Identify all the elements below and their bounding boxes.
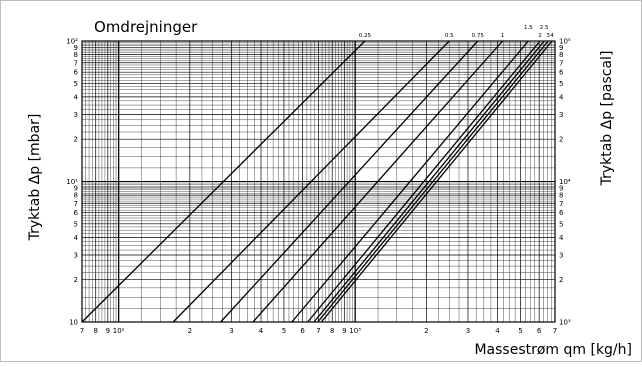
y-tick-label-left: 9: [74, 184, 78, 192]
y-tick-label-right: 9: [559, 44, 563, 52]
y-tick-label-right: 6: [559, 69, 564, 77]
y-tick-label-right: 4: [559, 234, 564, 242]
curve-label: 2: [538, 33, 542, 39]
label-layer: 0.25 0.5 0.75 1 1.5 2 2.5 3 4: [359, 25, 554, 39]
y-axis-title-right: Tryktab Δp [pascal]: [599, 51, 615, 187]
y-tick-label-right: 5: [559, 80, 563, 88]
y-tick-label-right: 2: [559, 136, 563, 144]
x-tick-label: 3: [229, 327, 233, 335]
x-tick-label: 7: [316, 327, 320, 335]
plot-frame: [81, 40, 556, 323]
y-tick-label-right: 10³: [559, 319, 571, 327]
x-tick-label: 3: [466, 327, 470, 335]
x-axis-title: Massestrøm qm [kg/h]: [474, 342, 632, 358]
x-tick-label: 2: [424, 327, 428, 335]
x-tick-label: 5: [518, 327, 522, 335]
y-tick-label-left: 4: [74, 234, 79, 242]
y-tick-label-left: 5: [74, 220, 78, 228]
y-tick-label-left: 10: [69, 319, 78, 327]
y-tick-label-right: 9: [559, 184, 563, 192]
curve-label: 2.5: [540, 25, 549, 31]
y-tick-label-left: 3: [74, 251, 78, 259]
y-tick-label-right: 7: [559, 200, 563, 208]
x-tick-label: 10³: [349, 327, 361, 335]
x-tick-label: 4: [259, 327, 264, 335]
curve-label: 0.75: [472, 33, 485, 39]
chart-title: Omdrejninger: [94, 18, 198, 36]
x-tick-label: 6: [537, 327, 542, 335]
y-tick-label-left: 8: [74, 192, 78, 200]
series-line-2: [220, 40, 479, 323]
series-line-1: [172, 40, 450, 323]
y-tick-label-right: 8: [559, 192, 563, 200]
y-tick-label-left: 2: [74, 136, 78, 144]
tick-layer: 7 8 9 10² 2 3 4 5 6 7 8 9 10³ 2 3 4 5 6 710²9876543210¹987…: [66, 38, 571, 336]
y-tick-label-right: 10⁴: [559, 178, 571, 186]
x-tick-label: 6: [300, 327, 305, 335]
x-tick-label: 10²: [113, 327, 125, 335]
y-tick-label-left: 4: [74, 93, 79, 101]
x-tick-label: 8: [330, 327, 334, 335]
curve-label: 0.25: [359, 33, 372, 39]
x-tick-label: 8: [93, 327, 97, 335]
y-tick-label-right: 10⁵: [559, 38, 571, 46]
curve-label: 0.5: [445, 33, 454, 39]
y-tick-label-right: 4: [559, 93, 564, 101]
curve-label: 4: [550, 33, 554, 39]
series-line-5: [307, 40, 541, 323]
y-tick-label-left: 9: [74, 44, 78, 52]
curve-label: 1: [501, 33, 505, 39]
y-tick-label-left: 10²: [66, 38, 78, 46]
series-layer: [81, 40, 553, 323]
series-line-6: [313, 40, 545, 323]
series-line-8: [320, 40, 553, 323]
y-tick-label-left: 7: [74, 200, 78, 208]
curve-label: 3: [546, 33, 550, 39]
series-line-0: [81, 40, 366, 323]
y-tick-label-left: 3: [74, 111, 78, 119]
y-tick-label-right: 3: [559, 251, 563, 259]
x-tick-label: 9: [106, 327, 110, 335]
y-tick-label-left: 8: [74, 51, 78, 59]
grid-layer: [81, 40, 556, 323]
y-tick-label-right: 5: [559, 220, 563, 228]
y-tick-label-left: 10¹: [66, 178, 78, 186]
y-tick-label-left: 5: [74, 80, 78, 88]
y-tick-label-right: 3: [559, 111, 563, 119]
x-tick-label: 5: [282, 327, 286, 335]
y-tick-label-right: 6: [559, 209, 564, 217]
y-tick-label-right: 8: [559, 51, 563, 59]
y-tick-label-left: 6: [74, 69, 79, 77]
series-line-7: [317, 40, 549, 323]
x-tick-label: 2: [188, 327, 192, 335]
y-tick-label-left: 7: [74, 59, 78, 67]
series-line-4: [291, 40, 529, 323]
x-tick-label: 4: [495, 327, 500, 335]
x-tick-label: 7: [553, 327, 557, 335]
y-axis-title-left: Tryktab Δp [mbar]: [27, 114, 43, 242]
x-tick-label: 9: [342, 327, 346, 335]
curve-label: 1.5: [524, 25, 533, 31]
y-tick-label-left: 2: [74, 276, 78, 284]
x-tick-label: 7: [80, 327, 84, 335]
y-tick-label-left: 6: [74, 209, 79, 217]
y-tick-label-right: 7: [559, 59, 563, 67]
y-tick-label-right: 2: [559, 276, 563, 284]
series-line-3: [252, 40, 504, 323]
